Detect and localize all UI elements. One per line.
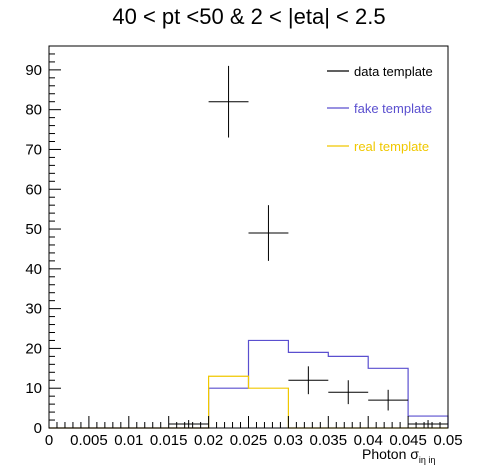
x-tick-label: 0.045: [389, 432, 427, 449]
y-tick-label: 60: [25, 181, 42, 198]
y-tick-label: 50: [25, 221, 42, 238]
x-tick-label: 0.03: [274, 432, 303, 449]
chart-title: 40 < pt <50 & 2 < |eta| < 2.5: [112, 4, 385, 29]
legend: data template fake template real template: [327, 64, 433, 154]
x-tick-label: 0.02: [194, 432, 223, 449]
y-tick-label: 40: [25, 261, 42, 278]
x-tick-label: 0.05: [433, 432, 462, 449]
legend-label-data-template: data template: [354, 64, 433, 79]
y-tick-label: 80: [25, 102, 42, 119]
legend-label-real-template: real template: [354, 139, 429, 154]
y-tick-label: 30: [25, 301, 42, 318]
x-axis-label-main: Photon σ: [362, 446, 419, 462]
legend-label-fake-template: fake template: [354, 101, 432, 116]
x-axis-label: Photon σiη iη: [362, 446, 435, 465]
x-tick-label: 0.015: [150, 432, 188, 449]
x-tick-label: 0.035: [310, 432, 348, 449]
y-tick-label: 20: [25, 340, 42, 357]
y-tick-label: 70: [25, 141, 42, 158]
x-axis-label-subscript: iη iη: [419, 455, 436, 465]
plot-area: 0 0.005 0.01 0.015 0.02 0.025 0.03 0.035 0.04 0.0…: [25, 45, 463, 449]
x-tick-label: 0.005: [70, 432, 108, 449]
y-tick-label: 0: [34, 420, 42, 437]
x-tick-label: 0: [45, 432, 53, 449]
x-tick-label: 0.025: [230, 432, 268, 449]
x-tick-label: 0.01: [114, 432, 143, 449]
y-tick-label: 90: [25, 62, 42, 79]
x-tick-label: 0.04: [354, 432, 383, 449]
y-tick-label: 10: [25, 380, 42, 397]
